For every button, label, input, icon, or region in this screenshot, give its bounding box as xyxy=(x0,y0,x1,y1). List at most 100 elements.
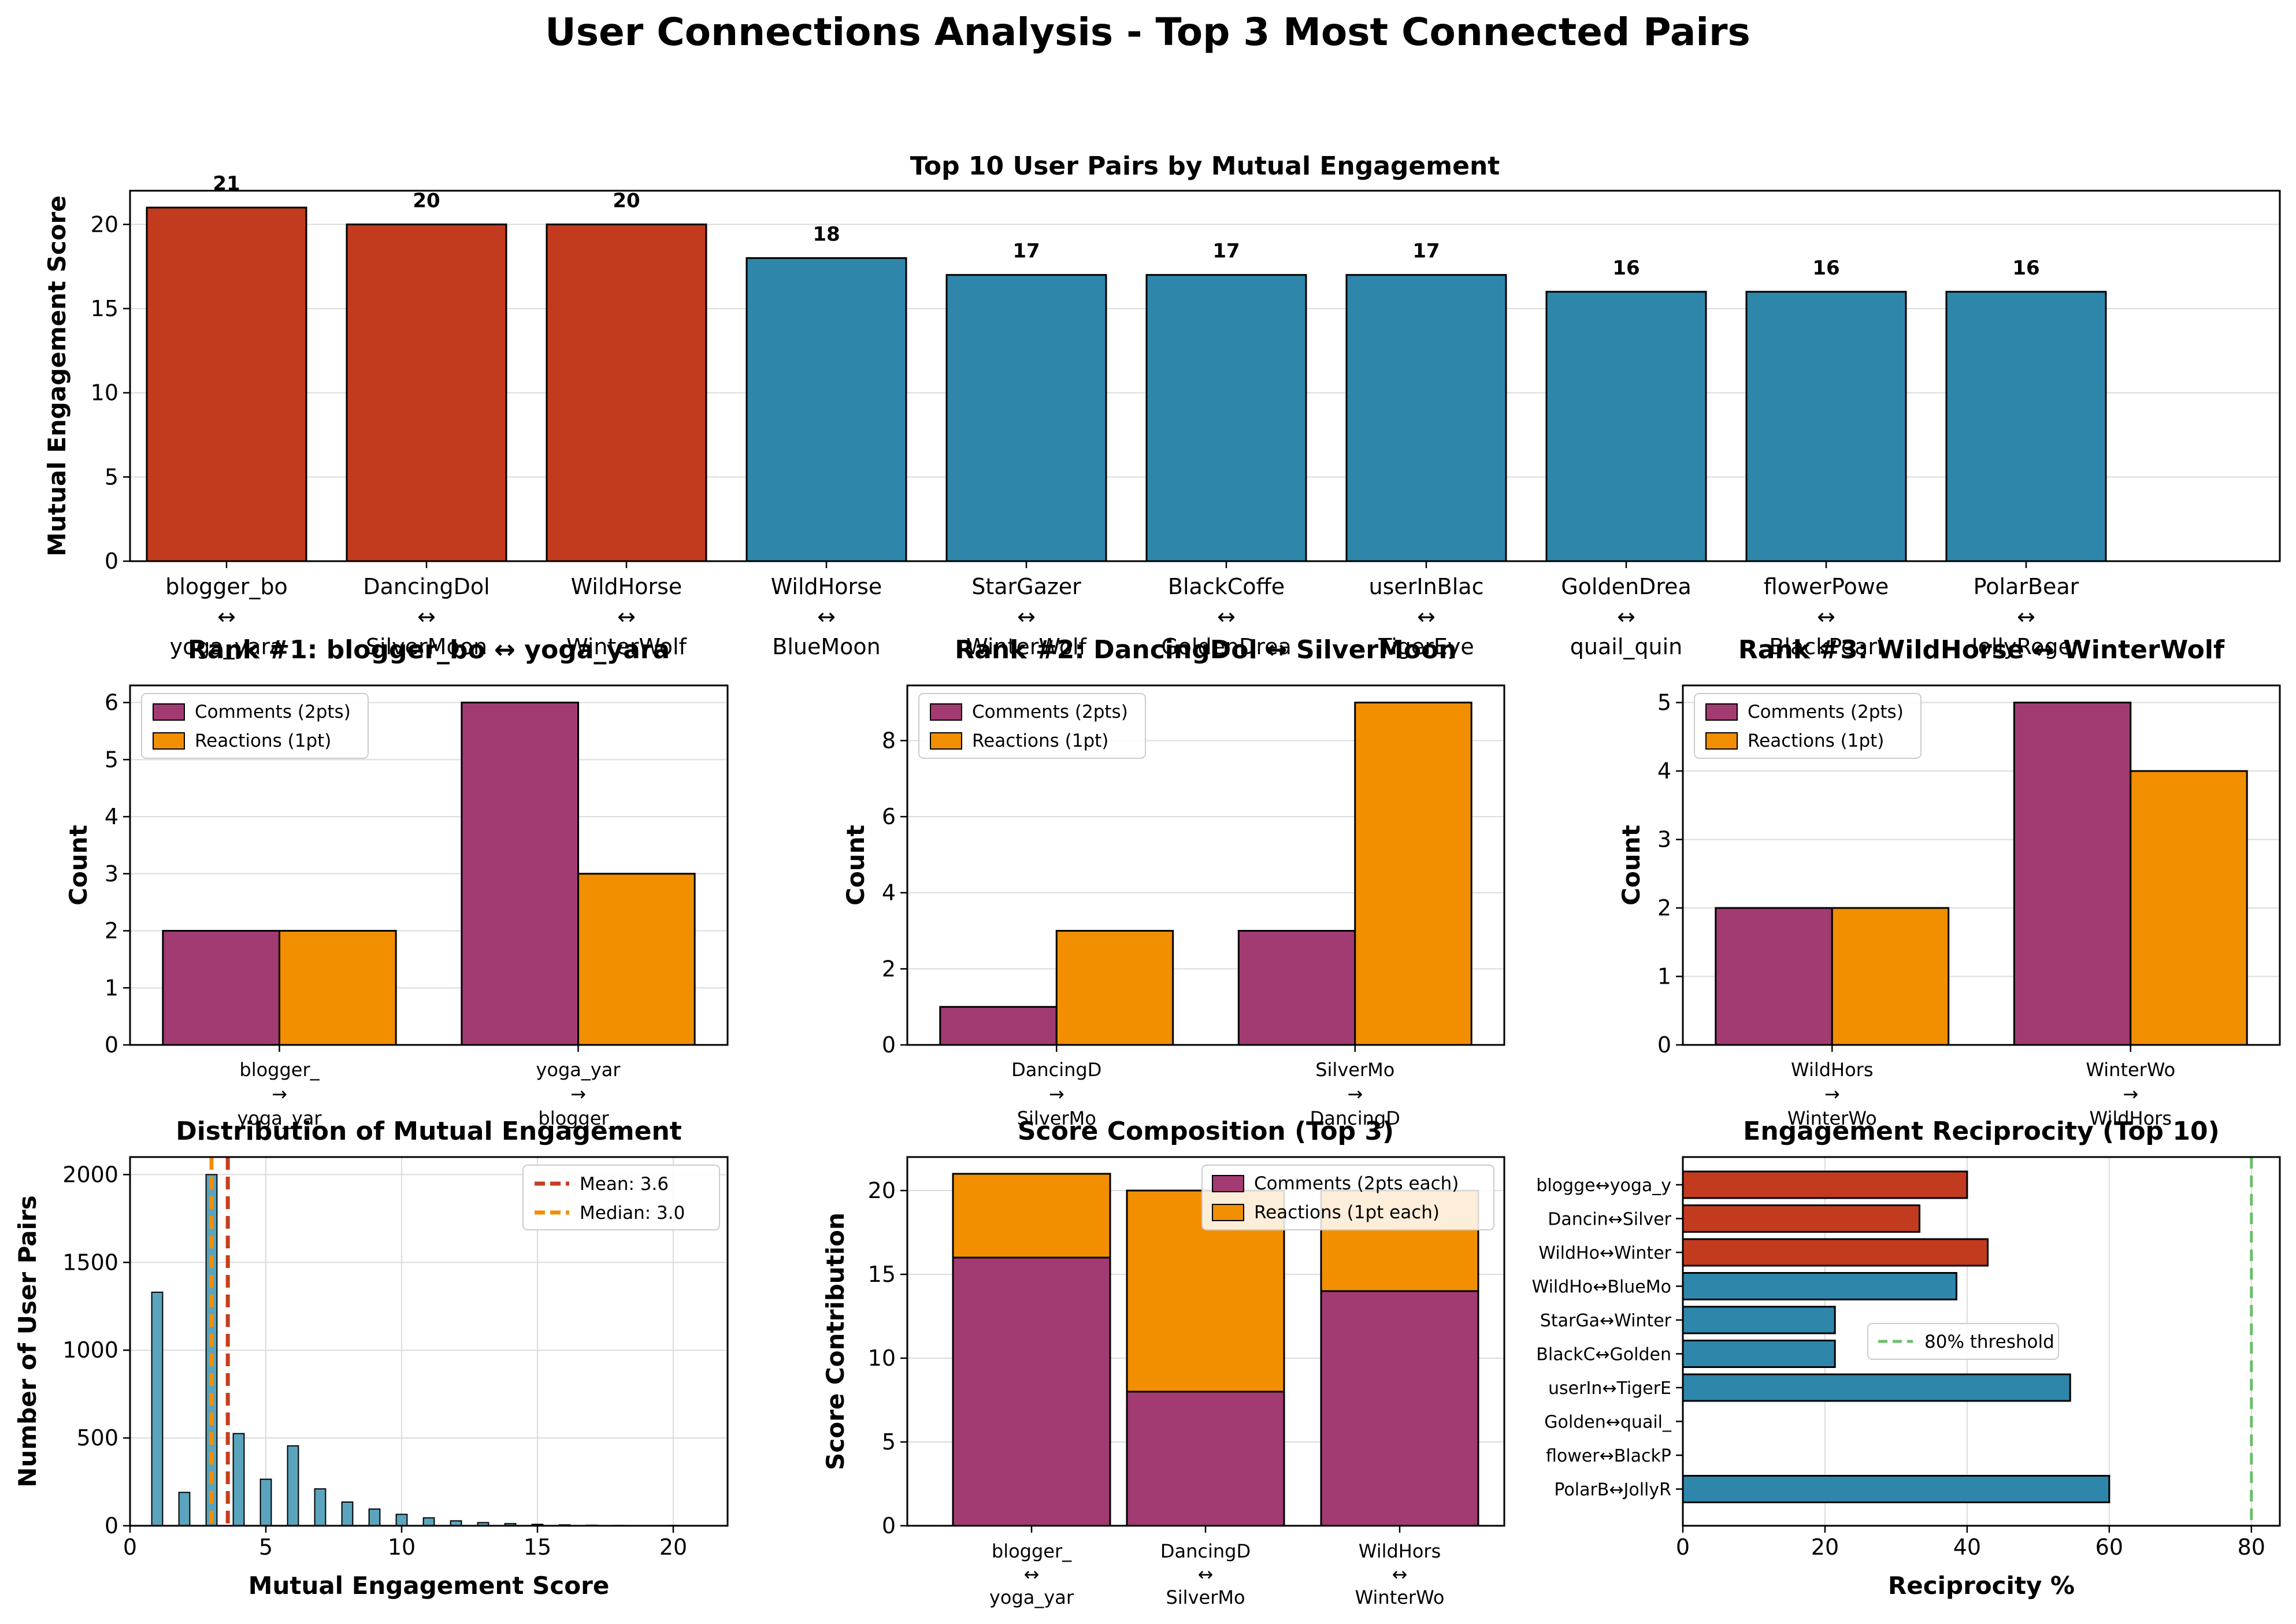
bar xyxy=(1682,1204,1921,1233)
x-tick-label-line: StarGazer xyxy=(971,574,1081,599)
bar xyxy=(1545,291,1707,562)
y-tick-label: 0 xyxy=(105,1513,118,1538)
x-tick-label: 40 xyxy=(1953,1534,1981,1560)
y-tick-label: 2 xyxy=(882,956,896,981)
y-tick-label: 1500 xyxy=(62,1249,118,1275)
legend-box xyxy=(141,693,369,759)
y-tick-label: 20 xyxy=(91,212,118,237)
y-tick-label: 3 xyxy=(105,861,118,887)
bar-value-label: 20 xyxy=(613,189,640,212)
bar xyxy=(1682,1340,1836,1368)
y-tick-label: 5 xyxy=(882,1429,896,1455)
x-tick-label-line: WildHorse xyxy=(771,574,882,599)
y-axis-label: Count xyxy=(64,825,92,906)
y-axis-label: Score Contribution xyxy=(821,1213,850,1470)
top10-bar-chart: Top 10 User Pairs by Mutual Engagement 0 5… xyxy=(43,151,2281,659)
bar xyxy=(1682,1475,2110,1503)
x-tick-label-line: TigerEye xyxy=(1378,634,1474,659)
histogram-bar xyxy=(395,1514,408,1527)
y-axis-label: Mutual Engagement Score xyxy=(43,195,71,557)
x-tick-label: 10 xyxy=(388,1534,416,1560)
legend-label: Reactions (1pt) xyxy=(972,731,1108,751)
x-tick-label-line: SilverMoon xyxy=(366,634,487,659)
rank2-bar-chart: Rank #2: DancingDol ↔ SilverMoon 0 2 4 6 8 Dan… xyxy=(841,635,1505,1129)
y-tick-label: StarGa↔Winter xyxy=(1540,1311,1672,1331)
y-tick-label: WildHo↔BlueMo xyxy=(1532,1277,1671,1297)
x-tick-label-line: → xyxy=(2123,1083,2138,1105)
x-tick-label: blogger_ ↔ yoga_yar xyxy=(989,1540,1074,1608)
x-tick-label-line: ↔ xyxy=(1392,1563,1408,1585)
bar-value-label: 16 xyxy=(2012,257,2039,280)
x-tick-label: 5 xyxy=(259,1534,273,1560)
bar-value-label: 16 xyxy=(1612,257,1640,280)
x-tick-label-line: userInBlac xyxy=(1369,574,1484,599)
bar xyxy=(745,257,907,562)
x-tick-label-line: BlackPearl xyxy=(1769,634,1883,659)
x-tick-label: 15 xyxy=(524,1534,551,1560)
histogram-bar xyxy=(314,1488,327,1526)
y-tick-label: flower↔BlackP xyxy=(1546,1446,1671,1466)
plot-frame xyxy=(906,1156,1505,1527)
x-tick-label-line: yoga_yar xyxy=(989,1586,1074,1608)
x-axis-label: Mutual Engagement Score xyxy=(248,1571,610,1600)
histogram-bar xyxy=(368,1508,381,1527)
chart-title: Rank #2: DancingDol ↔ SilverMoon xyxy=(955,635,1456,665)
comments-segment xyxy=(1320,1290,1479,1527)
x-tick-label-line: blogger_ xyxy=(239,1059,320,1081)
distribution-histogram: Distribution of Mutual Engagement 0 5 10 15 2… xyxy=(13,1117,729,1600)
x-tick-label-line: → xyxy=(1049,1083,1064,1105)
x-tick-label: WildHors → WinterWo xyxy=(1787,1059,1877,1129)
legend-box xyxy=(1867,1323,2059,1360)
legend-swatch xyxy=(1705,703,1738,721)
x-tick-label-line: → xyxy=(570,1083,586,1105)
x-tick-label-line: DancingD xyxy=(1310,1107,1400,1129)
rank1-bar-chart: Rank #1: blogger_bo ↔ yoga_yara 0 1 2 3 4 5 6 bl… xyxy=(64,635,729,1129)
x-tick-label: 0 xyxy=(1676,1534,1690,1560)
x-tick-label-line: WinterWolf xyxy=(966,634,1087,659)
y-tick-label: 0 xyxy=(105,1032,118,1058)
y-tick-label: 10 xyxy=(868,1345,896,1371)
x-tick-label-line: ↔ xyxy=(1024,1563,1040,1585)
chart-title: Engagement Reciprocity (Top 10) xyxy=(1743,1117,2219,1146)
x-tick-label: DancingDol ↔ SilverMoon xyxy=(363,574,489,659)
y-tick-label: WildHo↔Winter xyxy=(1538,1243,1671,1263)
chart-title: Score Composition (Top 3) xyxy=(1018,1117,1394,1146)
y-tick-label: 4 xyxy=(1657,758,1671,784)
x-tick-label: WildHors ↔ WinterWo xyxy=(1355,1540,1445,1608)
histogram-bar xyxy=(341,1501,354,1526)
x-tick-label: blogger_ → yoga_yar xyxy=(237,1059,322,1129)
x-tick-label-line: WinterWo xyxy=(1355,1586,1445,1608)
bar xyxy=(1682,1306,1836,1334)
x-tick-label-line: yoga_yar xyxy=(536,1059,621,1081)
x-tick-label-line: SilverMo xyxy=(1315,1059,1394,1081)
plot-frame xyxy=(1682,1156,2281,1527)
y-tick-label: blogge↔yoga_y xyxy=(1536,1176,1671,1196)
x-tick-label: userInBlac ↔ TigerEye xyxy=(1369,574,1484,659)
y-tick-label: 2000 xyxy=(62,1162,118,1187)
score-composition-chart: Score Composition (Top 3) 0 5 10 15 20 blogger… xyxy=(821,1117,1505,1608)
x-tick-label-line: ↔ xyxy=(1817,604,1835,629)
x-tick-label-line: WildHors xyxy=(1791,1059,1874,1081)
y-tick-label: 5 xyxy=(1657,690,1671,715)
bar xyxy=(939,1006,1058,1046)
y-tick-label: userIn↔TigerE xyxy=(1548,1378,1671,1399)
bar xyxy=(945,274,1107,562)
y-tick-label: 0 xyxy=(105,548,118,574)
legend-label: Comments (2pts each) xyxy=(1254,1173,1459,1194)
bar xyxy=(279,930,397,1046)
bar xyxy=(1682,1373,2071,1402)
y-tick-label: 15 xyxy=(868,1262,896,1287)
bar xyxy=(2013,702,2132,1046)
x-tick-label: PolarBear ↔ JollyRoger xyxy=(1970,574,2081,659)
x-tick-label-line: ↔ xyxy=(1417,604,1436,629)
legend-label: Comments (2pts) xyxy=(972,702,1128,722)
x-tick-label: blogger_bo ↔ yoga_yara xyxy=(165,574,288,659)
plot-frame xyxy=(129,1156,729,1527)
figure-title: User Connections Analysis - Top 3 Most C… xyxy=(545,10,1750,54)
x-tick-label: yoga_yar → blogger_ xyxy=(536,1059,621,1129)
chart-title: Top 10 User Pairs by Mutual Engagement xyxy=(910,151,1500,181)
histogram-bar xyxy=(287,1445,299,1526)
chart-title: Distribution of Mutual Engagement xyxy=(176,1117,682,1146)
bar-value-label: 17 xyxy=(1212,240,1240,263)
y-tick-label: Dancin↔Silver xyxy=(1548,1210,1671,1230)
